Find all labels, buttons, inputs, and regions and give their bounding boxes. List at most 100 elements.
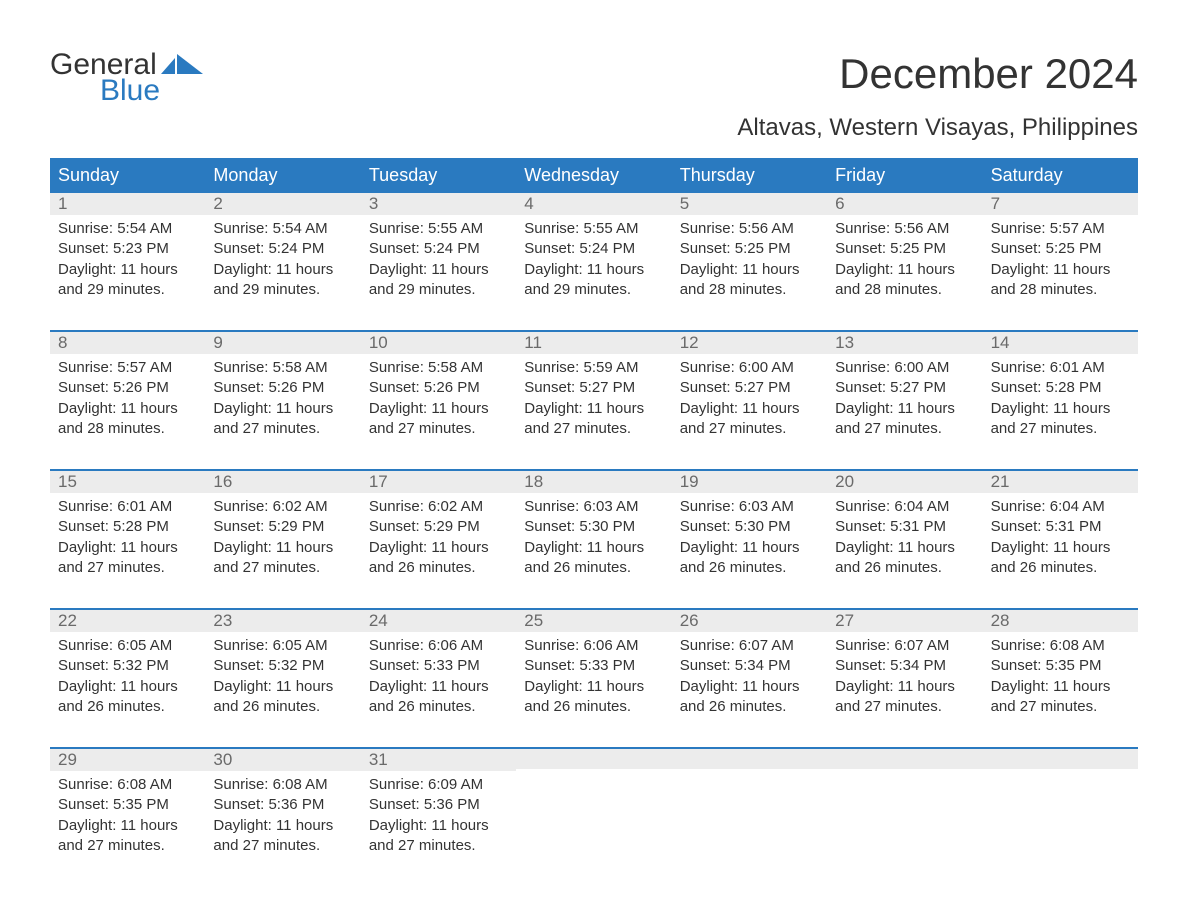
- day-info-line: Sunrise: 6:05 AM: [58, 636, 197, 656]
- day-number: 9: [213, 333, 222, 352]
- day-cell: [516, 749, 671, 862]
- day-cell: 5 Sunrise: 5:56 AMSunset: 5:25 PMDaylight…: [672, 193, 827, 306]
- day-info-line: Daylight: 11 hours: [524, 399, 663, 419]
- day-info-line: Sunrise: 6:07 AM: [680, 636, 819, 656]
- day-number-row-empty: [983, 749, 1138, 769]
- day-info-line: and 28 minutes.: [680, 280, 819, 300]
- day-number: 3: [369, 194, 378, 213]
- day-info-line: and 26 minutes.: [524, 558, 663, 578]
- day-number: 12: [680, 333, 699, 352]
- day-info-line: and 27 minutes.: [835, 419, 974, 439]
- day-info: Sunrise: 5:55 AMSunset: 5:24 PMDaylight:…: [524, 219, 663, 300]
- logo: General Blue: [50, 50, 203, 106]
- day-info-line: Sunset: 5:24 PM: [524, 239, 663, 259]
- day-info: Sunrise: 6:08 AMSunset: 5:35 PMDaylight:…: [58, 775, 197, 856]
- day-info-line: and 26 minutes.: [991, 558, 1130, 578]
- day-info-line: Daylight: 11 hours: [524, 538, 663, 558]
- day-number-row-empty: [672, 749, 827, 769]
- day-number-row: 27: [827, 610, 982, 632]
- day-cell: 22Sunrise: 6:05 AMSunset: 5:32 PMDayligh…: [50, 610, 205, 723]
- day-number-row: 21: [983, 471, 1138, 493]
- day-number-row: 5: [672, 193, 827, 215]
- day-info: Sunrise: 5:54 AMSunset: 5:23 PMDaylight:…: [58, 219, 197, 300]
- day-info-line: Sunset: 5:24 PM: [213, 239, 352, 259]
- day-info-line: Daylight: 11 hours: [58, 399, 197, 419]
- day-number: 7: [991, 194, 1000, 213]
- day-info: Sunrise: 6:07 AMSunset: 5:34 PMDaylight:…: [835, 636, 974, 717]
- header: General Blue December 2024: [50, 50, 1138, 106]
- day-info-line: Sunset: 5:26 PM: [58, 378, 197, 398]
- day-info-line: Sunrise: 6:08 AM: [991, 636, 1130, 656]
- day-info-line: Sunset: 5:25 PM: [835, 239, 974, 259]
- day-info-line: Sunset: 5:27 PM: [835, 378, 974, 398]
- day-info: Sunrise: 5:56 AMSunset: 5:25 PMDaylight:…: [835, 219, 974, 300]
- day-info-line: Sunrise: 6:06 AM: [524, 636, 663, 656]
- day-info-line: Sunrise: 5:57 AM: [58, 358, 197, 378]
- day-info-line: Sunrise: 6:04 AM: [991, 497, 1130, 517]
- day-info-line: and 27 minutes.: [213, 419, 352, 439]
- day-number: 4: [524, 194, 533, 213]
- day-info-line: Daylight: 11 hours: [58, 260, 197, 280]
- day-number: 6: [835, 194, 844, 213]
- page-title: December 2024: [839, 50, 1138, 98]
- day-info-line: Daylight: 11 hours: [991, 399, 1130, 419]
- day-info-line: Sunrise: 6:09 AM: [369, 775, 508, 795]
- day-cell: 29 Sunrise: 6:08 AMSunset: 5:35 PMDayligh…: [50, 749, 205, 862]
- day-info-line: Daylight: 11 hours: [835, 260, 974, 280]
- day-info-line: Daylight: 11 hours: [369, 260, 508, 280]
- day-info: Sunrise: 6:00 AMSunset: 5:27 PMDaylight:…: [835, 358, 974, 439]
- day-number-row: 6: [827, 193, 982, 215]
- day-number-row: 22: [50, 610, 205, 632]
- day-info: Sunrise: 6:01 AMSunset: 5:28 PMDaylight:…: [58, 497, 197, 578]
- day-info-line: Sunset: 5:35 PM: [991, 656, 1130, 676]
- day-number: 13: [835, 333, 854, 352]
- day-cell: 7Sunrise: 5:57 AMSunset: 5:25 PMDaylight…: [983, 193, 1138, 306]
- day-number: 25: [524, 611, 543, 630]
- logo-blue-text: Blue: [100, 76, 203, 106]
- day-info-line: Sunrise: 6:03 AM: [524, 497, 663, 517]
- calendar-week: 15Sunrise: 6:01 AMSunset: 5:28 PMDayligh…: [50, 469, 1138, 584]
- day-cell: 1Sunrise: 5:54 AMSunset: 5:23 PMDaylight…: [50, 193, 205, 306]
- day-info-line: Sunrise: 6:08 AM: [58, 775, 197, 795]
- day-number: 21: [991, 472, 1010, 491]
- day-info-line: Sunset: 5:28 PM: [58, 517, 197, 537]
- day-number-row: 12: [672, 332, 827, 354]
- day-number: 27: [835, 611, 854, 630]
- day-info-line: Sunset: 5:36 PM: [213, 795, 352, 815]
- day-info: Sunrise: 5:59 AMSunset: 5:27 PMDaylight:…: [524, 358, 663, 439]
- day-info-line: Daylight: 11 hours: [680, 677, 819, 697]
- day-number: 29: [58, 750, 77, 769]
- day-info-line: Daylight: 11 hours: [213, 260, 352, 280]
- day-number-row: 13: [827, 332, 982, 354]
- day-header: Saturday: [983, 158, 1138, 193]
- day-number-row-empty: [516, 749, 671, 769]
- day-header: Wednesday: [516, 158, 671, 193]
- day-info-line: Sunrise: 5:58 AM: [213, 358, 352, 378]
- day-info-line: Daylight: 11 hours: [680, 399, 819, 419]
- day-info-line: Sunset: 5:25 PM: [680, 239, 819, 259]
- day-info-line: and 26 minutes.: [680, 558, 819, 578]
- day-info-line: and 27 minutes.: [524, 419, 663, 439]
- day-info: Sunrise: 5:55 AMSunset: 5:24 PMDaylight:…: [369, 219, 508, 300]
- day-info-line: Sunset: 5:26 PM: [213, 378, 352, 398]
- day-cell: 4 Sunrise: 5:55 AMSunset: 5:24 PMDaylight…: [516, 193, 671, 306]
- day-info-line: Sunrise: 6:04 AM: [835, 497, 974, 517]
- day-header: Monday: [205, 158, 360, 193]
- day-cell: 17Sunrise: 6:02 AMSunset: 5:29 PMDayligh…: [361, 471, 516, 584]
- day-number: 28: [991, 611, 1010, 630]
- day-info-line: Daylight: 11 hours: [58, 677, 197, 697]
- day-cell: 21Sunrise: 6:04 AMSunset: 5:31 PMDayligh…: [983, 471, 1138, 584]
- day-info: Sunrise: 5:56 AMSunset: 5:25 PMDaylight:…: [680, 219, 819, 300]
- day-info-line: Sunrise: 6:02 AM: [213, 497, 352, 517]
- day-info-line: Sunset: 5:23 PM: [58, 239, 197, 259]
- day-info-line: Sunset: 5:29 PM: [213, 517, 352, 537]
- day-header: Thursday: [672, 158, 827, 193]
- day-info-line: and 26 minutes.: [369, 697, 508, 717]
- calendar-week: 1Sunrise: 5:54 AMSunset: 5:23 PMDaylight…: [50, 193, 1138, 306]
- day-info-line: and 28 minutes.: [991, 280, 1130, 300]
- day-number: 23: [213, 611, 232, 630]
- day-number: 14: [991, 333, 1010, 352]
- day-info: Sunrise: 6:06 AMSunset: 5:33 PMDaylight:…: [369, 636, 508, 717]
- day-info-line: and 27 minutes.: [58, 558, 197, 578]
- day-info-line: Daylight: 11 hours: [524, 677, 663, 697]
